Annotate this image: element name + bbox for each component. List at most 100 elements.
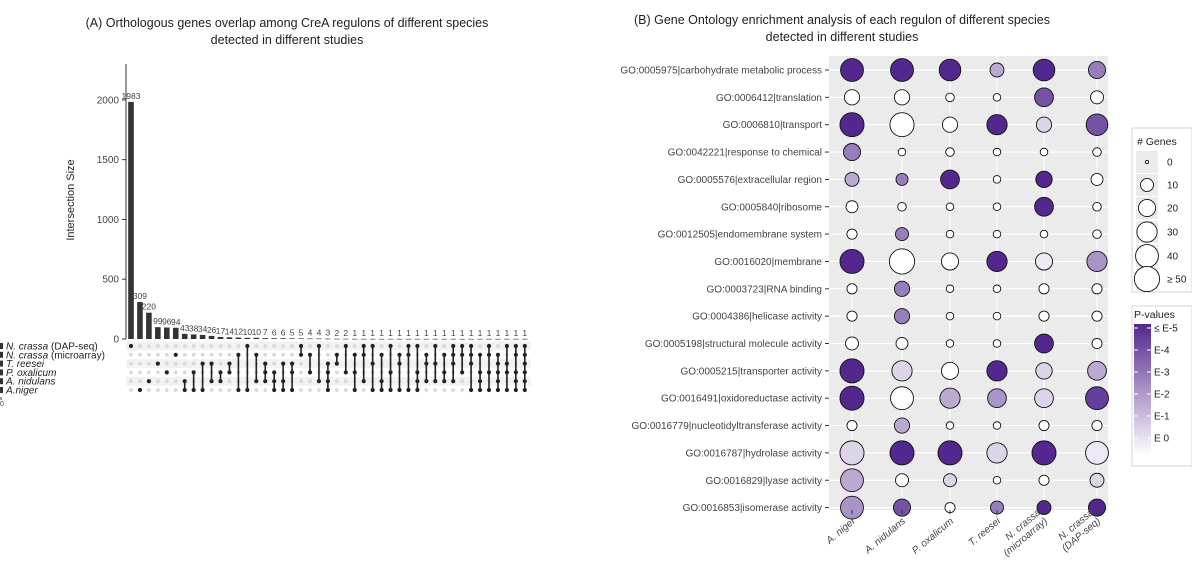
set-size-bar xyxy=(0,343,3,349)
enrichment-dot xyxy=(893,417,911,434)
matrix-dot-inactive xyxy=(209,344,214,348)
intersection-value-label: 14 xyxy=(225,326,235,336)
enrichment-dot xyxy=(839,358,865,384)
enrichment-dot xyxy=(895,227,909,242)
enrichment-dot xyxy=(1035,116,1053,133)
species-label-line: A. nidulans xyxy=(862,516,908,557)
intersection-value-label: 1 xyxy=(460,328,465,338)
enrichment-dot xyxy=(839,440,865,466)
enrichment-dot xyxy=(992,175,1002,184)
matrix-dot-inactive xyxy=(460,379,465,384)
intersection-value-label: 34 xyxy=(198,324,208,334)
intersection-bar xyxy=(271,338,277,339)
matrix-dot-inactive xyxy=(147,388,151,392)
enrichment-dot xyxy=(1092,147,1102,157)
matrix-dot-inactive xyxy=(460,388,465,392)
matrix-dot-active xyxy=(128,343,134,349)
species-label-line: P. oxalicum xyxy=(910,516,956,557)
matrix-dot-inactive xyxy=(182,344,187,348)
matrix-dot-inactive xyxy=(442,344,447,348)
intersection-value-label: 1 xyxy=(496,328,501,338)
enrichment-dot xyxy=(846,228,858,240)
go-term-label: GO:0042221|response to chemical xyxy=(668,148,822,159)
enrichment-dot xyxy=(897,202,907,212)
colorbar-label: E-1 xyxy=(1154,412,1170,423)
intersection-value-label: 1 xyxy=(424,328,429,338)
enrichment-dot xyxy=(986,114,1008,136)
matrix-dot-inactive xyxy=(343,388,348,392)
go-term-label: GO:0006810|transport xyxy=(723,120,823,131)
enrichment-dot xyxy=(1038,420,1050,432)
enrichment-dot xyxy=(839,385,865,411)
enrichment-dot xyxy=(845,200,859,214)
intersection-value-label: 94 xyxy=(171,317,181,327)
enrichment-dot xyxy=(1087,498,1107,517)
enrichment-dot xyxy=(1086,250,1108,273)
intersection-value-label: 12 xyxy=(234,327,244,337)
matrix-dot-inactive xyxy=(209,388,214,392)
matrix-dot-inactive xyxy=(361,388,366,392)
matrix-dot-inactive xyxy=(281,352,286,357)
matrix-dot-inactive xyxy=(218,361,223,366)
size-legend-title: # Genes xyxy=(1137,136,1177,148)
intersection-value-label: 4 xyxy=(308,328,313,338)
enrichment-dot xyxy=(992,311,1002,321)
intersection-value-label: 1983 xyxy=(122,91,141,101)
matrix-dot-inactive xyxy=(290,352,294,357)
intersection-bar xyxy=(522,338,528,340)
matrix-dot-inactive xyxy=(138,370,142,375)
matrix-dot-inactive xyxy=(173,344,178,348)
intersection-bar xyxy=(146,312,152,339)
set-size-bar xyxy=(0,387,3,393)
enrichment-dot xyxy=(1092,229,1102,239)
go-term-label: GO:0005840|ribosome xyxy=(721,202,822,213)
intersection-value-label: 1 xyxy=(522,328,527,338)
intersection-bar xyxy=(244,337,251,339)
matrix-dot-inactive xyxy=(218,344,223,348)
intersection-value-label: 17 xyxy=(216,326,226,336)
size-legend-circle xyxy=(1136,221,1158,243)
size-legend-circle xyxy=(1133,265,1161,293)
intersection-bar xyxy=(172,327,179,339)
go-term-label: GO:0016829|lyase activity xyxy=(705,476,822,487)
intersection-value-label: 1 xyxy=(388,328,393,338)
matrix-dot-inactive xyxy=(326,344,330,348)
upset-y-tick-label: 1500 xyxy=(97,155,120,166)
intersection-bar xyxy=(423,338,430,340)
colorbar-label: E-2 xyxy=(1154,390,1170,401)
matrix-dot-inactive xyxy=(182,352,187,357)
size-legend-label: 20 xyxy=(1167,204,1179,215)
intersection-bar xyxy=(450,338,456,340)
intersection-value-label: 4 xyxy=(317,328,322,338)
matrix-dot-inactive xyxy=(272,344,277,348)
panel-a-title-line1: (A) Orthologous genes overlap among CreA… xyxy=(86,16,489,30)
intersection-value-label: 10 xyxy=(252,327,262,337)
enrichment-dot xyxy=(1085,113,1109,136)
intersection-bar xyxy=(468,338,474,340)
dotplot-panel-bg xyxy=(829,56,1108,510)
enrichment-dot xyxy=(1038,310,1050,322)
enrichment-dot xyxy=(1090,90,1104,105)
go-dotplot: GO:0005975|carbohydrate metabolic proces… xyxy=(620,56,1109,559)
intersection-bar xyxy=(226,337,233,339)
enrichment-dot xyxy=(1091,420,1103,432)
matrix-dot-inactive xyxy=(254,388,259,392)
panel-b-title-line1: (B) Gene Ontology enrichment analysis of… xyxy=(634,13,1050,27)
intersection-bar xyxy=(414,338,421,340)
set-name: A.niger xyxy=(5,386,38,397)
size-legend-label: ≥ 50 xyxy=(1167,275,1187,286)
panel-a-title-line2: detected in different studies xyxy=(211,33,364,47)
enrichment-dot xyxy=(889,440,915,466)
intersection-bar xyxy=(128,101,134,339)
enrichment-dot xyxy=(1034,252,1054,271)
go-term-label: GO:0016787|hydrolase activity xyxy=(685,448,822,459)
matrix-dot-inactive xyxy=(218,352,223,357)
matrix-dot-inactive xyxy=(281,344,286,348)
species-label: P. oxalicum xyxy=(910,516,956,557)
matrix-dot-inactive xyxy=(138,361,142,366)
matrix-dot-inactive xyxy=(191,352,196,357)
enrichment-dot xyxy=(892,498,912,517)
enrichment-dot xyxy=(938,58,962,82)
set-size-bar xyxy=(0,378,3,385)
matrix-dot-inactive xyxy=(299,361,303,366)
